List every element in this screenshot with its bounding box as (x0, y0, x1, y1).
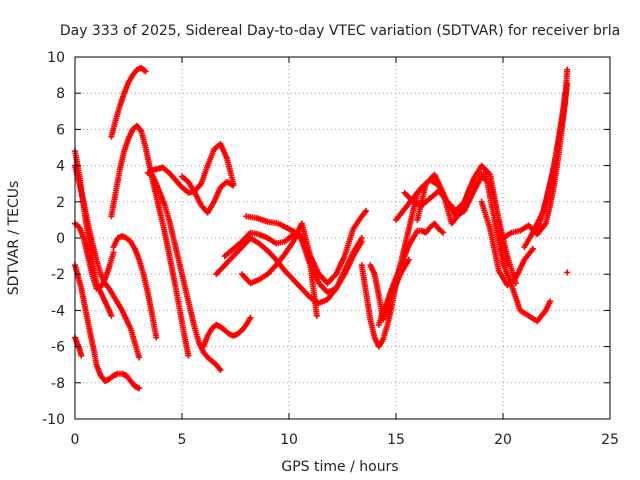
y-tick-label: -2 (51, 267, 65, 283)
y-tick-label: -4 (51, 303, 65, 319)
data-point-marker (564, 66, 571, 73)
y-tick-label: 0 (56, 231, 65, 247)
data-point-marker (440, 229, 447, 236)
y-tick-label: -6 (51, 340, 65, 356)
series-track-17 (358, 189, 421, 350)
data-point-marker (185, 352, 192, 359)
data-markers (72, 64, 571, 392)
series-track-7 (108, 64, 149, 140)
y-tick-label: 4 (56, 159, 65, 175)
y-tick-label: 2 (56, 195, 65, 211)
series-track-11 (179, 173, 237, 216)
x-tick-label: 10 (280, 432, 298, 448)
series-track-23 (478, 198, 536, 289)
data-point-marker (230, 182, 237, 189)
x-axis-label: GPS time / hours (281, 459, 398, 475)
x-tick-label: 5 (178, 432, 187, 448)
data-point-marker (110, 249, 117, 256)
y-tick-label: -10 (42, 412, 65, 428)
data-point-marker (363, 207, 370, 214)
axis-ticks: 0 5 10 15 20 25 -10 -8 -6 -4 -2 0 2 4 6 8 10 (42, 50, 619, 448)
x-tick-label: 20 (494, 432, 512, 448)
y-tick-label: -8 (51, 376, 65, 392)
chart-title: Day 333 of 2025, Sidereal Day-to-day VTE… (60, 23, 620, 39)
series-track-15 (238, 207, 370, 287)
y-axis-label: SDTVAR / TECUs (6, 181, 22, 296)
data-point-marker (512, 280, 519, 287)
data-point-marker (142, 68, 149, 75)
series-track-19 (375, 220, 447, 328)
series-track-24 (500, 81, 571, 241)
data-point-marker (217, 367, 224, 374)
series-track-12 (200, 314, 254, 350)
y-tick-label: 6 (56, 122, 65, 138)
x-tick-label: 25 (601, 432, 619, 448)
data-point-marker (136, 385, 143, 392)
data-point-marker (153, 334, 160, 341)
data-point-marker (78, 352, 85, 359)
series-track-3 (72, 162, 143, 361)
data-point-marker (313, 312, 320, 319)
series-track-5 (110, 233, 160, 341)
series-track-27 (564, 269, 571, 276)
series-track-1 (72, 262, 143, 392)
series-track-16 (243, 213, 320, 319)
series-track-4 (72, 220, 117, 292)
data-point-marker (405, 256, 412, 263)
x-tick-label: 0 (71, 432, 80, 448)
data-point-marker (136, 354, 143, 361)
data-point-marker (529, 245, 536, 252)
series-track-9 (144, 169, 224, 374)
series-track-8 (108, 122, 192, 359)
series-track-26 (534, 90, 569, 232)
data-point-marker (547, 298, 554, 305)
data-point-marker (108, 312, 115, 319)
data-point-marker (564, 269, 571, 276)
data-point-marker (358, 238, 365, 245)
data-point-marker (562, 90, 569, 97)
series-track-18 (367, 256, 412, 323)
y-tick-label: 8 (56, 86, 65, 102)
data-point-marker (247, 314, 254, 321)
y-tick-label: 10 (47, 50, 65, 66)
x-tick-label: 15 (387, 432, 405, 448)
